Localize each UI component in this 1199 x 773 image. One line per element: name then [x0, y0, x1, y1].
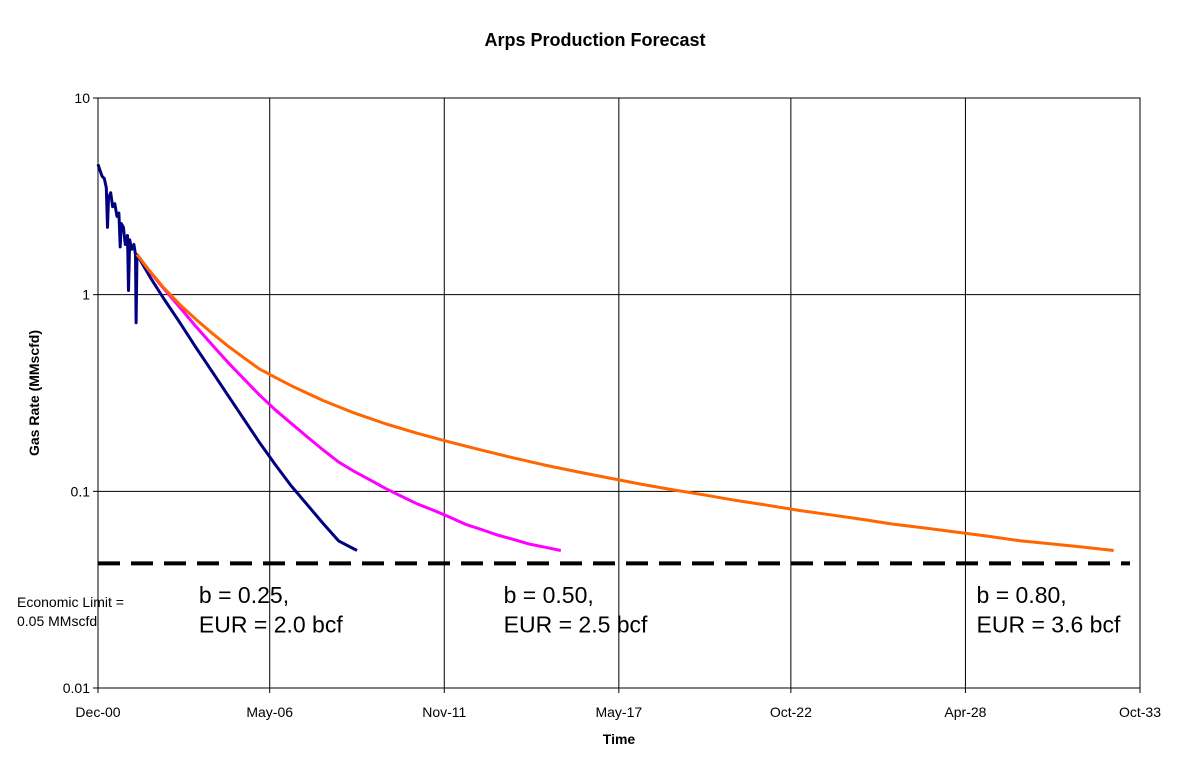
grid [93, 97, 1141, 693]
annotation-b025-b: b = 0.25, [199, 582, 289, 608]
x-tick-label: Apr-28 [944, 704, 986, 720]
x-tick-label: Oct-33 [1119, 704, 1161, 720]
annotation-b050-eur: EUR = 2.5 bcf [504, 611, 648, 637]
series-line-b050 [135, 253, 562, 552]
annotation-b025-eur: EUR = 2.0 bcf [199, 611, 343, 637]
series-layer [96, 163, 1114, 552]
y-axis-label: Gas Rate (MMscfd) [26, 330, 42, 456]
y-tick-label: 10 [74, 90, 90, 106]
economic-limit-label-line1: Economic Limit = [17, 594, 124, 610]
x-tick-label: May-06 [246, 704, 293, 720]
x-tick-label: Nov-11 [422, 704, 466, 720]
y-tick-label: 0.1 [71, 483, 91, 499]
series-line-history [96, 163, 139, 325]
plot-area-border [97, 97, 1141, 689]
x-tick-label: May-17 [595, 704, 642, 720]
tick-labels: Dec-00 May-06 Nov-11 May-17 Oct-22 Apr-28 Oct-… [63, 90, 1161, 720]
y-tick-label: 1 [82, 287, 90, 303]
y-tick-label: 0.01 [63, 680, 90, 696]
x-axis-label: Time [603, 731, 636, 747]
annotation-b050-b: b = 0.50, [504, 582, 594, 608]
economic-limit-label-line2: 0.05 MMscfd [17, 613, 97, 629]
chart-title: Arps Production Forecast [484, 30, 705, 50]
annotation-b080-eur: EUR = 3.6 bcf [977, 611, 1121, 637]
x-tick-label: Oct-22 [770, 704, 812, 720]
x-tick-label: Dec-00 [75, 704, 120, 720]
series-line-b080 [135, 253, 1114, 552]
annotation-b080-b: b = 0.80, [977, 582, 1067, 608]
annotations: b = 0.25, EUR = 2.0 bcf b = 0.50, EUR = 2.5… [199, 582, 1121, 637]
series-line-b025 [135, 253, 358, 552]
